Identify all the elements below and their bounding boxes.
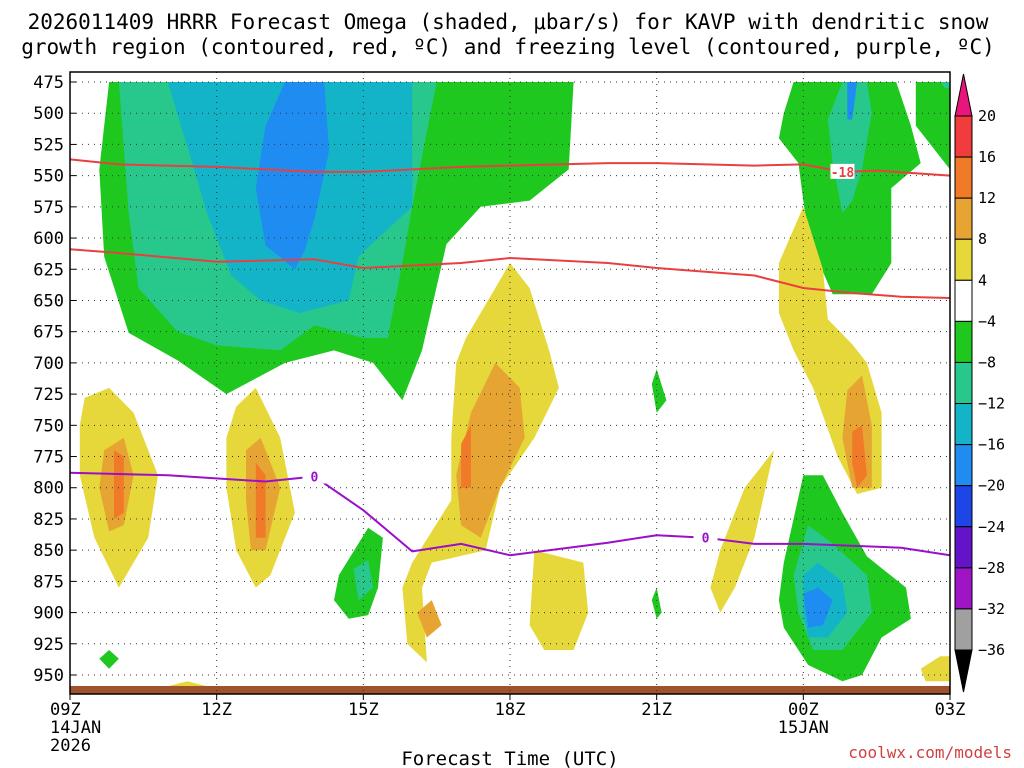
colorbar-label: −12 [978,395,1005,413]
x-axis-label: Forecast Time (UTC) [401,748,618,768]
omega-region-30 [651,587,662,619]
colorbar-label: −4 [978,312,996,330]
colorbar-label: 16 [978,148,996,166]
colorbar-label: 4 [978,271,987,289]
colorbar-bottom-arrow [954,649,973,693]
colorbar-label: 20 [978,107,996,125]
y-tick-label: 675 [33,323,64,343]
colorbar-segment [954,608,973,651]
omega-region-19 [456,362,525,538]
credit-text: coolwx.com/models [848,743,1012,762]
y-tick-label: 500 [33,104,64,124]
x-tick-date: 14JAN [50,718,101,738]
x-tick-label: 15Z [348,700,379,720]
freezing-level-contour-label: 0 [702,532,710,547]
colorbar-segment [954,320,973,363]
colorbar-segment [954,526,973,569]
omega-region-28 [99,650,119,669]
omega-region-29 [651,369,667,413]
colorbar-segment [954,567,973,610]
x-tick-year: 2026 [50,736,91,756]
freezing-level-contour-label-bg [693,529,718,545]
y-tick-label: 625 [33,260,64,280]
x-tick-date: 15JAN [778,718,829,738]
omega-region-14 [114,450,124,519]
y-tick-label: 550 [33,167,64,187]
colorbar-top-arrow [954,73,973,117]
colorbar-label: −8 [978,353,996,371]
colorbar-label: −24 [978,518,1005,536]
dgz-upper-contour-label-bg [830,163,855,179]
y-tick-label: 925 [33,635,64,655]
freezing-level-contour-label: 0 [311,471,319,486]
x-tick-label: 00Z [788,700,819,720]
colorbar-segment [954,115,973,158]
x-tick-label: 18Z [495,700,526,720]
colorbar-label: −20 [978,477,1005,495]
omega-region-11 [852,425,867,488]
colorbar-segment [954,156,973,199]
y-tick-label: 725 [33,385,64,405]
omega-region-6 [847,82,858,120]
colorbar: 20 16 12 8 4 −4 −8 −12 −16 −20 −24 −28 −32 −36 [954,73,1005,693]
plot-area: -18 0 0 [69,71,951,695]
y-tick-label: 950 [33,666,64,686]
colorbar-segment [954,361,973,405]
dgz-upper-contour-label: -18 [831,166,855,181]
y-tick-label: 900 [33,604,64,624]
colorbar-segment [954,238,973,281]
y-tick-label: 775 [33,448,64,468]
x-tick-label: 09Z [50,700,81,720]
omega-region-34 [803,587,833,628]
x-tick-label: 21Z [641,700,672,720]
y-tick-label: 875 [33,572,64,592]
y-axis: 475 500 525 550 575 600 625 650 675 700 725 750 775 8… [33,73,76,686]
freezing-level-contour-label-bg [302,468,327,484]
y-tick-label: 850 [33,541,64,561]
colorbar-label: 8 [978,230,987,248]
chart-title-line2: growth region (contoured, red, ºC) and f… [21,35,995,59]
omega-region-8 [940,82,950,89]
freezing-level-contour [70,471,950,557]
colorbar-label: −28 [978,559,1005,577]
colorbar-segment [954,403,973,446]
y-tick-label: 475 [33,73,64,93]
omega-region-23 [710,450,774,613]
y-tick-label: 650 [33,291,64,311]
omega-region-27 [353,560,374,601]
colorbar-segment [954,279,973,322]
omega-region-17 [255,462,266,538]
y-tick-label: 600 [33,229,64,249]
colorbar-label: −16 [978,436,1005,454]
chart-title-line1: 2026011409 HRRR Forecast Omega (shaded, … [28,10,989,34]
colorbar-label: −36 [978,641,1005,659]
colorbar-label: 12 [978,189,996,207]
y-tick-label: 525 [33,135,64,155]
colorbar-segment [954,485,973,528]
omega-region-21 [417,600,442,638]
colorbar-label: −32 [978,600,1005,618]
x-tick-label: 12Z [201,700,232,720]
y-tick-label: 700 [33,354,64,374]
omega-region-7 [915,82,950,170]
y-tick-label: 575 [33,198,64,218]
y-tick-label: 750 [33,416,64,436]
colorbar-segment [954,197,973,240]
omega-region-5 [827,82,872,214]
omega-shading [79,82,950,690]
contour-lines: -18 0 0 [70,158,950,557]
colorbar-segment [954,444,973,487]
x-tick-label: 03Z [935,700,966,720]
dgz-lower-contour [70,248,950,299]
y-tick-label: 800 [33,479,64,499]
omega-region-22 [529,550,589,650]
y-tick-label: 825 [33,510,64,530]
